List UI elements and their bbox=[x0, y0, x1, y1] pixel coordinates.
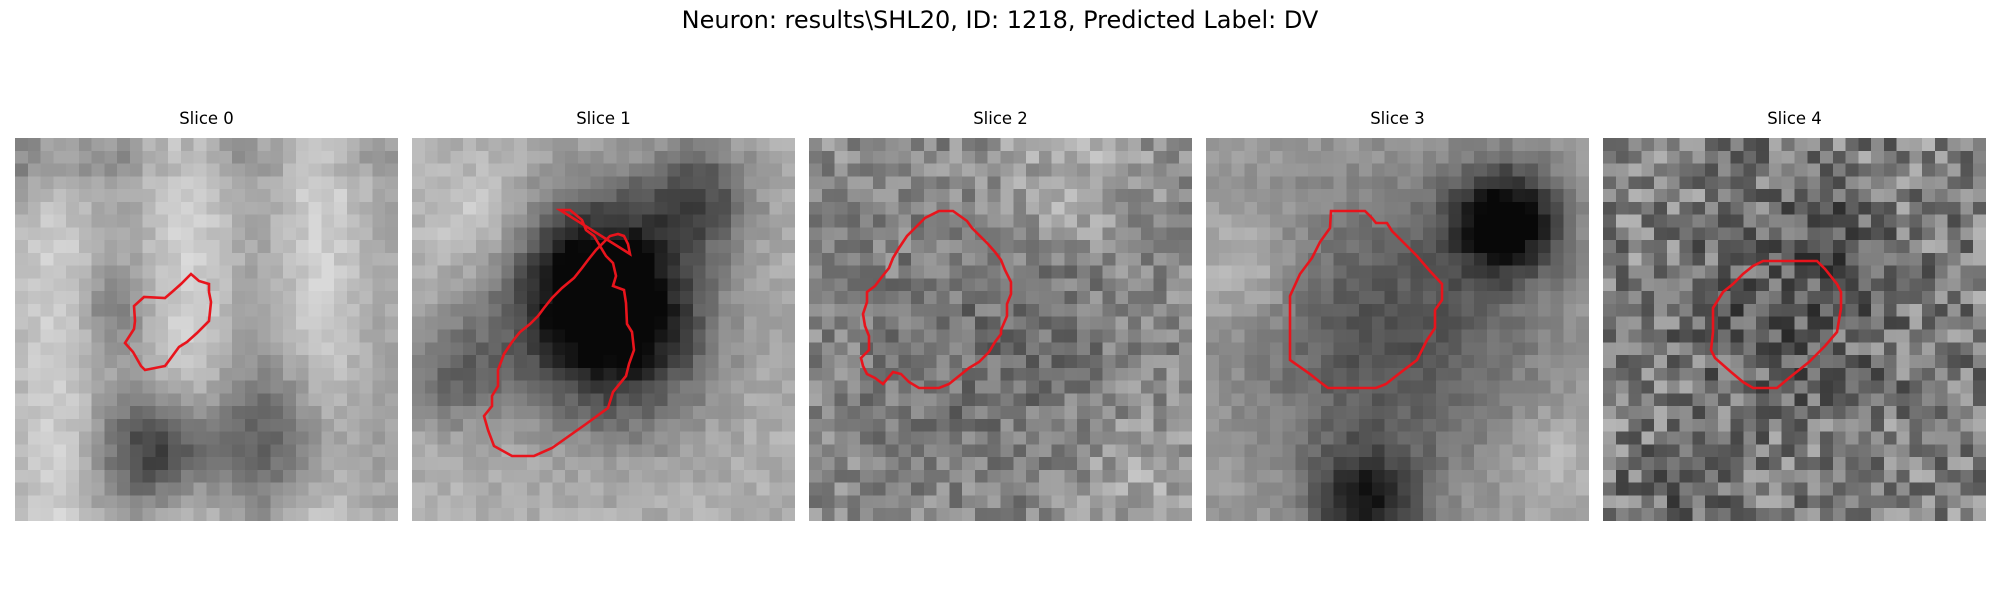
roi-contour-overlay-2 bbox=[859, 209, 1013, 390]
slice-image-0 bbox=[15, 138, 398, 521]
roi-contour-overlay-0 bbox=[123, 272, 213, 372]
slice-panel-0: Slice 0 bbox=[15, 108, 398, 521]
slice-panel-2: Slice 2 bbox=[809, 108, 1192, 521]
slice-panel-1: Slice 1 bbox=[412, 108, 795, 521]
slice-title-3: Slice 3 bbox=[1370, 109, 1425, 128]
roi-contour-overlay-4 bbox=[1709, 259, 1843, 390]
slice-image-4 bbox=[1603, 138, 1986, 521]
slice-panel-4: Slice 4 bbox=[1603, 108, 1986, 521]
figure-title: Neuron: results\SHL20, ID: 1218, Predict… bbox=[681, 6, 1319, 34]
roi-contour-4 bbox=[1709, 259, 1843, 390]
slice-panel-3: Slice 3 bbox=[1206, 108, 1589, 521]
roi-contour-overlay-1 bbox=[482, 208, 636, 458]
roi-contour-overlay-3 bbox=[1288, 209, 1444, 390]
slice-title-1: Slice 1 bbox=[576, 109, 631, 128]
roi-contour-2 bbox=[859, 209, 1013, 390]
roi-contour-1 bbox=[482, 208, 636, 458]
roi-contour-0 bbox=[123, 272, 213, 372]
slice-image-1 bbox=[412, 138, 795, 521]
slice-image-3 bbox=[1206, 138, 1589, 521]
roi-contour-3 bbox=[1288, 209, 1444, 390]
slice-title-0: Slice 0 bbox=[179, 109, 234, 128]
slice-title-2: Slice 2 bbox=[973, 109, 1028, 128]
slice-title-4: Slice 4 bbox=[1767, 109, 1822, 128]
